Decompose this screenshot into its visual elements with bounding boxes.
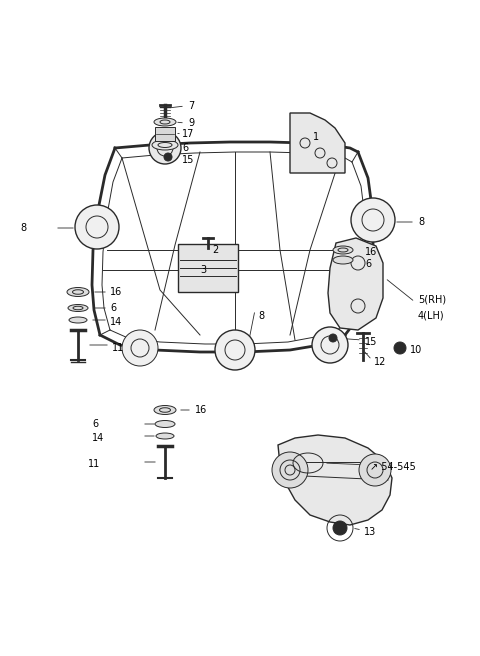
Text: ↗ 54-545: ↗ 54-545 [370,462,416,472]
Ellipse shape [154,118,176,126]
Circle shape [122,330,158,366]
Ellipse shape [152,140,178,150]
Ellipse shape [155,420,175,428]
Text: 1: 1 [313,132,319,142]
Ellipse shape [156,433,174,439]
Text: 15: 15 [365,337,377,347]
Text: 12: 12 [374,357,386,367]
Ellipse shape [69,317,87,323]
Ellipse shape [68,304,88,312]
Text: 16: 16 [365,247,377,257]
Text: 9: 9 [188,118,194,128]
Text: 15: 15 [182,155,194,165]
Text: 11: 11 [112,343,124,353]
Text: 8: 8 [258,311,264,321]
Polygon shape [328,238,383,330]
Circle shape [75,205,119,249]
Text: 8: 8 [418,217,424,227]
Text: 8: 8 [20,223,26,233]
Text: 4(LH): 4(LH) [418,311,444,321]
Text: 6: 6 [92,419,98,429]
Ellipse shape [333,246,353,254]
Polygon shape [278,435,392,525]
Ellipse shape [67,287,89,297]
Circle shape [312,327,348,363]
Text: 5(RH): 5(RH) [418,295,446,305]
Text: 13: 13 [364,527,376,537]
Ellipse shape [154,405,176,415]
Text: 16: 16 [110,287,122,297]
Text: 16: 16 [195,405,207,415]
Text: 6: 6 [182,143,188,153]
Circle shape [333,521,347,535]
Circle shape [215,330,255,370]
Text: 6: 6 [110,303,116,313]
Text: 14: 14 [92,433,104,443]
Text: 10: 10 [410,345,422,355]
Circle shape [149,132,181,164]
Circle shape [164,153,172,161]
Text: 11: 11 [88,459,100,469]
Circle shape [394,342,406,354]
Text: 17: 17 [182,129,194,139]
FancyBboxPatch shape [155,127,175,141]
Ellipse shape [333,256,353,264]
Circle shape [329,334,337,342]
Circle shape [351,198,395,242]
Text: 7: 7 [188,101,194,111]
Circle shape [272,452,308,488]
Text: 3: 3 [200,265,206,275]
Text: 14: 14 [110,317,122,327]
FancyBboxPatch shape [178,244,238,292]
Text: 2: 2 [212,245,218,255]
Text: 6: 6 [365,259,371,269]
Polygon shape [290,113,345,173]
Circle shape [359,454,391,486]
